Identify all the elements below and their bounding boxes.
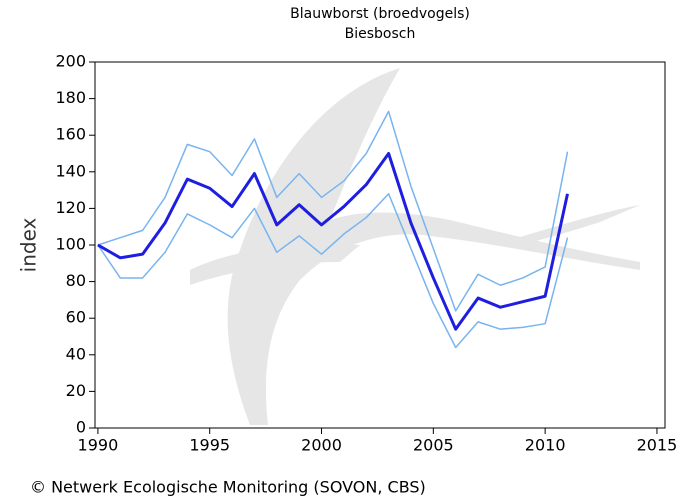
chart-title: Blauwborst (broedvogels) (290, 6, 470, 22)
footer: © Netwerk Ecologische Monitoring (SOVON,… (30, 478, 426, 497)
chart-subtitle: Biesbosch (345, 26, 416, 42)
plot-frame (94, 61, 666, 429)
y-tick-label: 20 (66, 381, 86, 400)
x-tick-label: 2010 (525, 436, 566, 455)
y-tick-label: 100 (55, 235, 86, 254)
y-tick-label: 0 (76, 418, 86, 437)
x-tick-label: 1995 (189, 436, 230, 455)
y-tick-label: 140 (55, 161, 86, 180)
y-axis-label: index (17, 217, 41, 272)
x-tick-label: 2015 (637, 436, 678, 455)
y-tick-label: 40 (66, 344, 86, 363)
y-tick-label: 80 (66, 271, 86, 290)
x-tick-label: 1990 (78, 436, 119, 455)
y-tick-label: 180 (55, 88, 86, 107)
y-tick-label: 160 (55, 125, 86, 144)
y-tick-label: 200 (55, 52, 86, 71)
y-tick-label: 120 (55, 198, 86, 217)
series-line (97, 152, 569, 331)
x-tick-label: 2005 (413, 436, 454, 455)
series-line (97, 193, 569, 349)
series-line (97, 110, 569, 312)
y-tick-label: 60 (66, 308, 86, 327)
x-tick-label: 2000 (301, 436, 342, 455)
watermark (190, 68, 640, 425)
